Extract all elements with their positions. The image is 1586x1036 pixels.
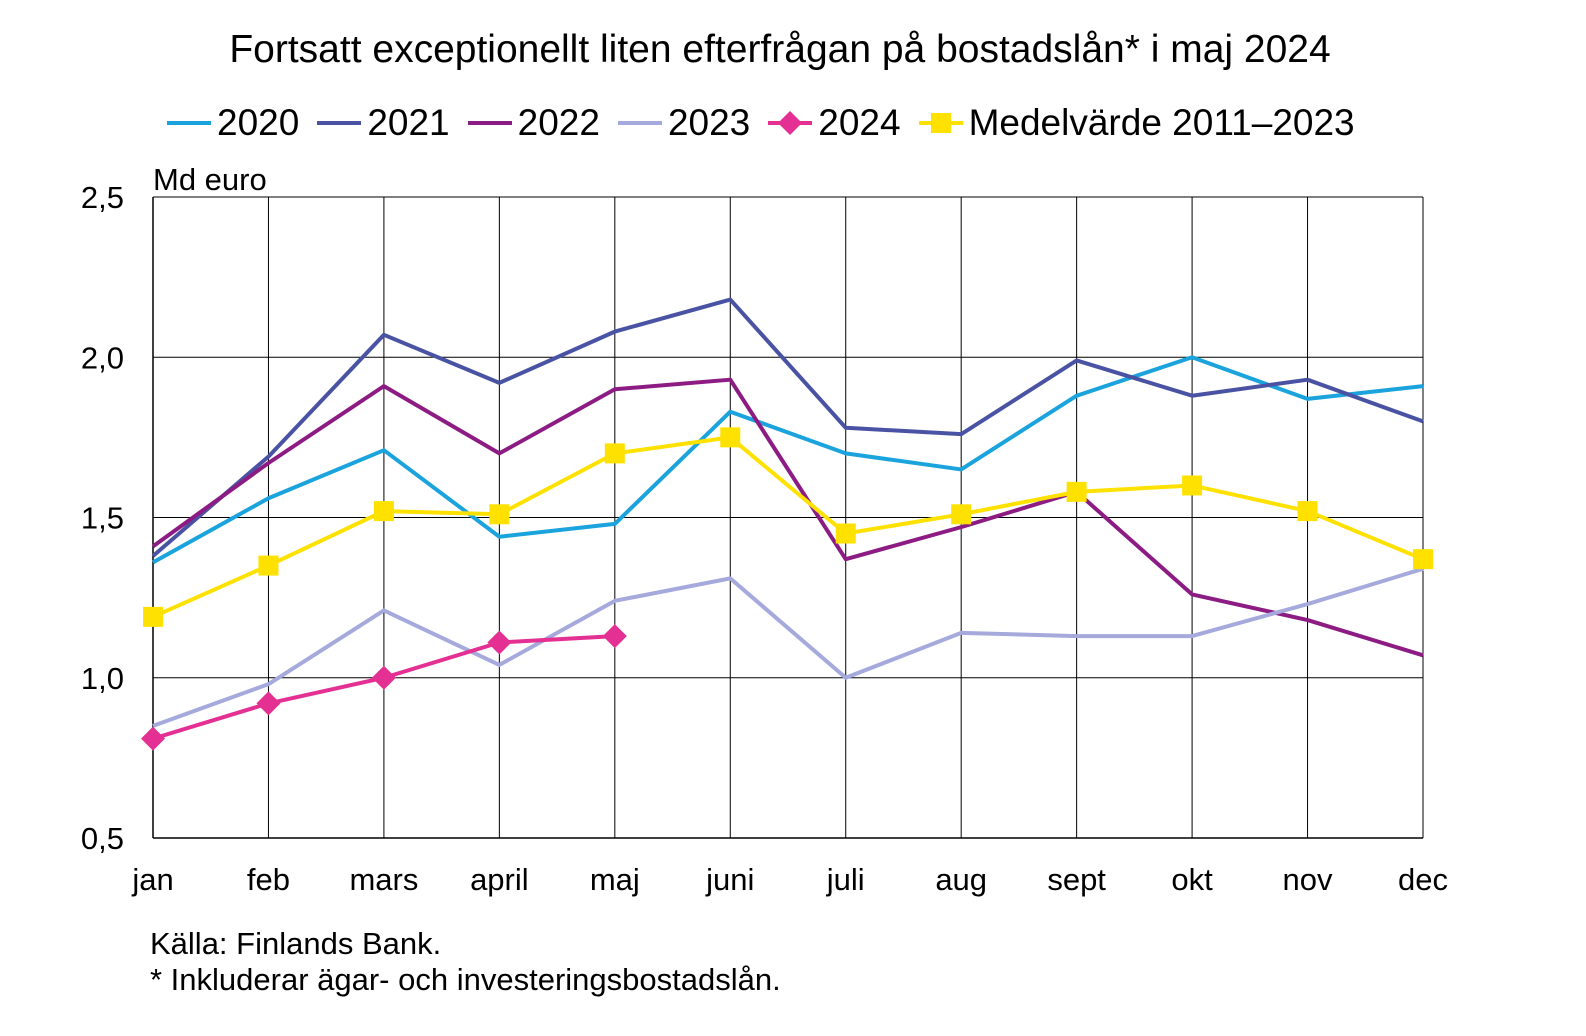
- legend-item: 2020: [165, 102, 299, 144]
- legend-swatch: [467, 121, 512, 125]
- x-tick-label: feb: [247, 862, 290, 897]
- x-tick-label: april: [470, 862, 529, 897]
- series-4-point: [602, 624, 627, 649]
- tick-labels: 0,5 1,0 1,5 2,0 2,5 Md euro jan feb mars april maj…: [81, 162, 1448, 897]
- series-5-point: [1297, 501, 1318, 522]
- series-5-point: [835, 523, 856, 544]
- series-line-5: [152, 435, 1424, 619]
- series-5-point: [373, 501, 394, 522]
- y-tick-label: 2,0: [81, 340, 124, 375]
- series-5-point: [143, 606, 163, 627]
- legend-swatch-marker: [930, 113, 951, 133]
- series-4-point: [371, 665, 396, 690]
- x-tick-label: jan: [131, 862, 173, 897]
- series-5-point: [604, 443, 625, 464]
- source-note: Källa: Finlands Bank.: [150, 926, 442, 961]
- x-tick-label: nov: [1283, 862, 1333, 897]
- series-5-point: [1066, 481, 1087, 502]
- footnote: * Inkluderar ägar- och investeringsbosta…: [150, 962, 781, 997]
- series-5-point: [720, 427, 741, 448]
- series-5-point: [1413, 549, 1433, 570]
- legend-item: Medelvärde 2011–2023: [917, 102, 1355, 144]
- series-4-point: [487, 630, 512, 655]
- chart-title: Fortsatt exceptionellt liten efterfrågan…: [229, 28, 1331, 71]
- legend-label: 2024: [818, 102, 901, 143]
- series-5-point: [489, 504, 510, 525]
- x-tick-label: maj: [590, 862, 640, 897]
- grid-lines: [153, 196, 1424, 838]
- legend-swatch-marker: [778, 111, 803, 135]
- legend-swatch: [918, 113, 963, 133]
- series-5-point: [258, 555, 279, 576]
- series-5-point: [951, 504, 972, 525]
- legend-label: 2023: [667, 102, 751, 143]
- legend-item: 2024: [766, 102, 901, 144]
- y-axis-label: Md euro: [153, 162, 267, 197]
- y-tick-label: 1,0: [81, 661, 124, 696]
- x-tick-label: sept: [1047, 862, 1106, 897]
- legend-label: 2020: [217, 102, 300, 143]
- legend-label: Medelvärde 2011–2023: [968, 102, 1355, 143]
- legend-item: 2021: [315, 102, 450, 144]
- series-markers: [141, 427, 1433, 751]
- legend-label: 2022: [517, 102, 600, 143]
- x-tick-label: juli: [826, 862, 865, 897]
- legend-swatch: [317, 121, 362, 125]
- y-tick-label: 1,5: [81, 501, 124, 536]
- legend-label: 2021: [367, 102, 450, 143]
- legend-item: 2023: [616, 102, 750, 144]
- series-lines: [151, 297, 1424, 741]
- legend-swatch: [617, 121, 662, 125]
- x-tick-label: okt: [1171, 862, 1213, 897]
- series-line-1: [151, 297, 1424, 558]
- legend-swatch: [167, 121, 211, 125]
- legend-item: 2022: [466, 102, 600, 144]
- x-tick-label: aug: [935, 862, 987, 897]
- y-tick-label: 2,5: [81, 180, 124, 215]
- series-line-0: [152, 355, 1424, 565]
- legend: 2020 2021 2022 2023 2024 Medelvärde 2011–2023: [165, 98, 1371, 148]
- series-line-2: [151, 377, 1424, 658]
- series-4-point: [256, 691, 281, 716]
- x-tick-label: mars: [349, 862, 418, 897]
- legend-swatch: [768, 111, 813, 135]
- x-tick-label: dec: [1398, 862, 1448, 897]
- x-tick-label: juni: [705, 862, 754, 897]
- y-tick-label: 0,5: [81, 821, 124, 856]
- series-line-3: [152, 566, 1424, 728]
- series-4-point: [141, 726, 165, 751]
- series-5-point: [1182, 475, 1203, 496]
